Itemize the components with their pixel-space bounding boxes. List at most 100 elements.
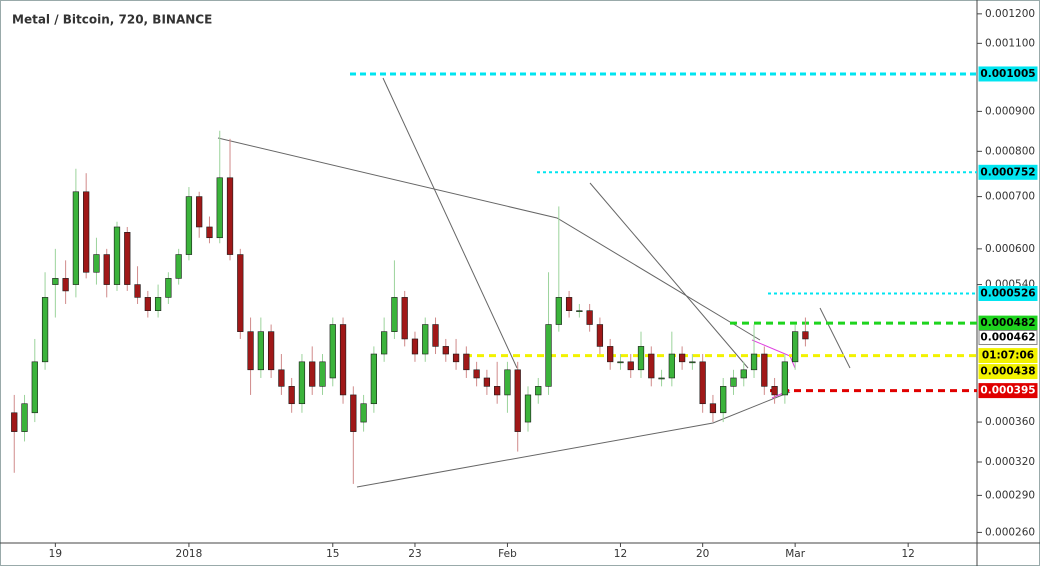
x-tick-label: 15 [326, 548, 339, 560]
candle-body [648, 353, 655, 379]
y-tick-label: 0.001100 [985, 37, 1035, 49]
candle-body [607, 346, 614, 363]
candle-body [185, 196, 193, 255]
candle-body [494, 386, 501, 396]
y-tick-label: 0.000360 [985, 416, 1035, 428]
candle-body [11, 412, 18, 432]
candle-body [411, 338, 419, 355]
level-label: 0.000438 [980, 366, 1035, 378]
x-tick-label: Mar [785, 548, 805, 560]
candle-body [154, 297, 162, 311]
candle-body [165, 278, 172, 298]
last-price-label: 0.000462 [980, 331, 1035, 343]
candle-body [83, 191, 90, 273]
last-price-label-box [978, 329, 1038, 345]
candle-body [781, 361, 788, 396]
level-label: 0.000395 [980, 385, 1035, 397]
candle-body [62, 278, 69, 292]
candle-body [144, 297, 151, 311]
level-label-box [978, 285, 1038, 301]
candle-body [216, 177, 223, 239]
candle-body [658, 377, 665, 380]
x-tick-label: Feb [498, 548, 517, 560]
candle-body [617, 361, 624, 364]
trend-line [217, 137, 761, 341]
candle-body [761, 353, 768, 387]
level-label-box [978, 164, 1038, 180]
candle-body [483, 377, 491, 387]
candle-body [401, 297, 408, 340]
candle-body [637, 346, 645, 371]
y-tick-label: 0.000900 [985, 105, 1035, 117]
candle-body [586, 310, 593, 325]
candle-body [504, 369, 511, 396]
candle-body [740, 369, 747, 379]
candle-body [576, 310, 583, 312]
candle-body [329, 324, 336, 379]
candle-body [699, 361, 706, 405]
candle-body [278, 369, 285, 387]
candle-body [350, 394, 357, 432]
candle-body [237, 254, 244, 332]
x-tick-label: 12 [614, 548, 627, 560]
x-tick-label: 2018 [176, 548, 203, 560]
y-tick-label: 0.000800 [985, 145, 1035, 157]
level-label-box [978, 383, 1038, 399]
candle-body [720, 386, 727, 414]
candle-body [103, 254, 110, 285]
candle-body [31, 361, 38, 414]
candle-body [422, 324, 429, 355]
y-tick-label: 0.000290 [985, 489, 1035, 501]
candle-body [226, 177, 234, 255]
level-label: 0.000752 [980, 166, 1035, 178]
levels [350, 72, 977, 393]
candle-body [463, 353, 470, 371]
trend-line [382, 77, 518, 369]
candle-body [668, 353, 675, 379]
y-tick-label: 0.001200 [985, 8, 1035, 20]
candle-body [52, 278, 59, 285]
candle-body [134, 284, 141, 298]
candle-body [309, 361, 316, 387]
trend-line [589, 182, 749, 369]
candle-body [93, 254, 100, 273]
x-tick-label: 23 [408, 548, 421, 560]
candle-body [196, 196, 203, 228]
candle-body [555, 297, 562, 325]
candle-body [298, 361, 306, 405]
candle-body [267, 331, 275, 371]
x-tick-label: 20 [696, 548, 709, 560]
candle-body [627, 361, 634, 371]
level-label-box [978, 66, 1038, 82]
candle-body [565, 297, 573, 311]
candle-body [247, 331, 254, 371]
candle-body [473, 369, 480, 379]
y-tick-label: 0.000600 [985, 243, 1035, 255]
candle-body [113, 226, 121, 285]
candle-body [206, 226, 213, 239]
chart-title: Metal / Bitcoin, 720, BINANCE [12, 13, 212, 27]
level-label: 0.001005 [980, 68, 1035, 80]
level-label-box [978, 364, 1038, 380]
trend-line [819, 307, 851, 369]
candle-body [288, 386, 295, 405]
candle-body [391, 297, 398, 332]
candle-body [381, 331, 388, 355]
y-tick-label: 0.000260 [985, 526, 1035, 538]
candle-body [257, 331, 264, 371]
candle-body [21, 403, 28, 432]
countdown-label: 01:07:06 [982, 350, 1034, 362]
candle-body [514, 369, 521, 432]
level-label: 0.000526 [980, 287, 1035, 299]
candle-body [545, 324, 552, 387]
candle-body [360, 403, 367, 423]
candle-body [319, 361, 326, 387]
candle-body [678, 353, 686, 363]
candle-body [339, 324, 347, 396]
candle-body [689, 361, 696, 364]
level-label: 0.000482 [980, 317, 1035, 329]
countdown-label-box [978, 348, 1038, 364]
